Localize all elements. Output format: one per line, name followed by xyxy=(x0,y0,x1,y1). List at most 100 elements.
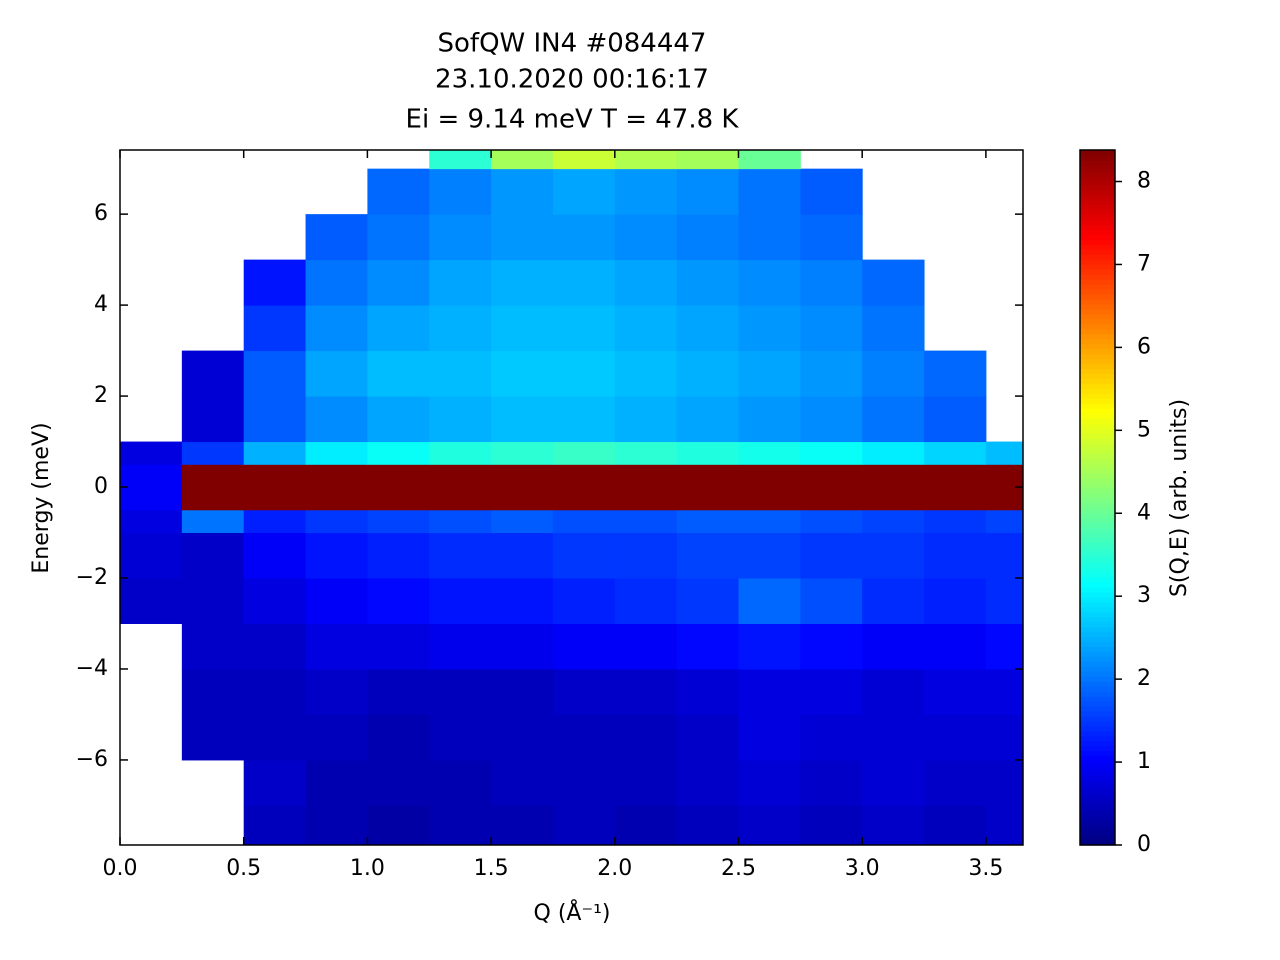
colorbar-swatch xyxy=(1080,750,1115,757)
x-tick-label: 3.5 xyxy=(968,856,1003,881)
heatmap-cell xyxy=(491,578,554,624)
heatmap-cell xyxy=(985,668,1024,715)
colorbar-swatch xyxy=(1080,209,1115,216)
colorbar-swatch xyxy=(1080,368,1115,374)
heatmap-cell xyxy=(738,623,801,670)
colorbar-swatch xyxy=(1080,616,1115,623)
colorbar-swatch xyxy=(1080,710,1115,717)
colorbar-swatch xyxy=(1080,159,1115,166)
colorbar-swatch xyxy=(1080,636,1115,643)
heatmap-cell xyxy=(676,396,739,443)
heatmap-cell xyxy=(243,350,307,397)
colorbar-swatch xyxy=(1080,418,1115,424)
heatmap-cell xyxy=(862,464,925,511)
heatmap-cell xyxy=(676,623,739,670)
colorbar-swatch xyxy=(1080,661,1115,667)
colorbar-swatch xyxy=(1080,770,1115,777)
heatmap-cell xyxy=(800,759,863,806)
colorbar-swatch xyxy=(1080,681,1115,687)
heatmap-cell xyxy=(120,532,183,579)
heatmap-cell xyxy=(924,805,987,846)
heatmap-cell xyxy=(367,668,430,715)
colorbar-swatch xyxy=(1080,507,1115,513)
heatmap-cell xyxy=(800,350,863,397)
colorbar-swatch xyxy=(1080,298,1115,305)
heatmap-cell xyxy=(305,350,368,397)
x-tick-label: 0.0 xyxy=(103,856,138,881)
colorbar-swatch xyxy=(1080,408,1115,414)
colorbar-swatch xyxy=(1080,482,1115,489)
colorbar-swatch xyxy=(1080,830,1115,836)
title-line: Ei = 9.14 meV T = 47.8 K xyxy=(406,105,740,135)
colorbar-swatch xyxy=(1080,706,1115,712)
heatmap-cell xyxy=(305,464,368,511)
heatmap-cell xyxy=(367,259,430,306)
heatmap-cell xyxy=(367,623,430,670)
heatmap-cell xyxy=(491,259,554,306)
heatmap-cell xyxy=(552,759,616,806)
heatmap-cell xyxy=(491,532,554,579)
colorbar-swatch xyxy=(1080,840,1115,846)
colorbar-swatch xyxy=(1080,284,1115,290)
heatmap-cell xyxy=(552,805,616,846)
colorbar-swatch xyxy=(1080,656,1115,662)
colorbar-swatch xyxy=(1080,815,1115,821)
colorbar-tick-label: 0 xyxy=(1137,832,1151,857)
heatmap-cell xyxy=(491,350,554,397)
colorbar-swatch xyxy=(1080,323,1115,330)
heatmap-cell xyxy=(862,759,925,806)
heatmap-cell xyxy=(614,759,678,806)
heatmap-cell xyxy=(924,578,987,624)
colorbar-swatch xyxy=(1080,413,1115,419)
colorbar-swatch xyxy=(1080,775,1115,782)
colorbar-swatch xyxy=(1080,676,1115,682)
colorbar-swatch xyxy=(1080,825,1115,831)
heatmap-cell xyxy=(614,532,678,579)
heatmap-cell xyxy=(676,259,739,306)
colorbar-tick-label: 7 xyxy=(1137,251,1151,276)
heatmap-cell xyxy=(552,150,616,170)
colorbar-swatch xyxy=(1080,557,1115,563)
y-tick-label: 2 xyxy=(94,383,108,408)
colorbar-swatch xyxy=(1080,522,1115,528)
heatmap-cell xyxy=(614,396,678,443)
colorbar-swatch xyxy=(1080,363,1115,370)
heatmap-cell xyxy=(614,214,678,261)
colorbar-swatch xyxy=(1080,492,1115,499)
heatmap-cell xyxy=(800,396,863,443)
heatmap-cell xyxy=(305,305,368,352)
colorbar-swatch xyxy=(1080,567,1115,573)
heatmap-cell xyxy=(491,714,554,761)
colorbar-swatch xyxy=(1080,542,1115,548)
colorbar-swatch xyxy=(1080,785,1115,791)
heatmap-cell xyxy=(614,509,678,534)
colorbar-swatch xyxy=(1080,562,1115,568)
heatmap-cell xyxy=(552,259,616,306)
colorbar-swatch xyxy=(1080,279,1115,285)
heatmap-cell xyxy=(924,714,987,761)
colorbar-swatch xyxy=(1080,800,1115,806)
heatmap-cell xyxy=(924,623,987,670)
colorbar-swatch xyxy=(1080,269,1115,275)
colorbar-swatch xyxy=(1080,725,1115,732)
heatmap-cell xyxy=(305,668,368,715)
colorbar-swatch xyxy=(1080,343,1115,350)
colorbar-swatch xyxy=(1080,621,1115,628)
colorbar-swatch xyxy=(1080,715,1115,722)
colorbar-swatch xyxy=(1080,373,1115,379)
colorbar-swatch xyxy=(1080,701,1115,707)
colorbar-swatch xyxy=(1080,244,1115,250)
colorbar-swatch xyxy=(1080,591,1115,598)
heatmap-cell xyxy=(491,150,554,170)
colorbar-swatch xyxy=(1080,398,1115,404)
colorbar-swatch xyxy=(1080,353,1115,360)
heatmap-cell xyxy=(429,214,492,261)
colorbar-swatch xyxy=(1080,358,1115,365)
heatmap-cell xyxy=(676,714,739,761)
heatmap-cell xyxy=(429,578,492,624)
heatmap-cell xyxy=(120,578,183,624)
heatmap-cell xyxy=(552,714,616,761)
colorbar-swatch xyxy=(1080,765,1115,772)
heatmap-cell xyxy=(429,532,492,579)
colorbar-swatch xyxy=(1080,383,1115,389)
